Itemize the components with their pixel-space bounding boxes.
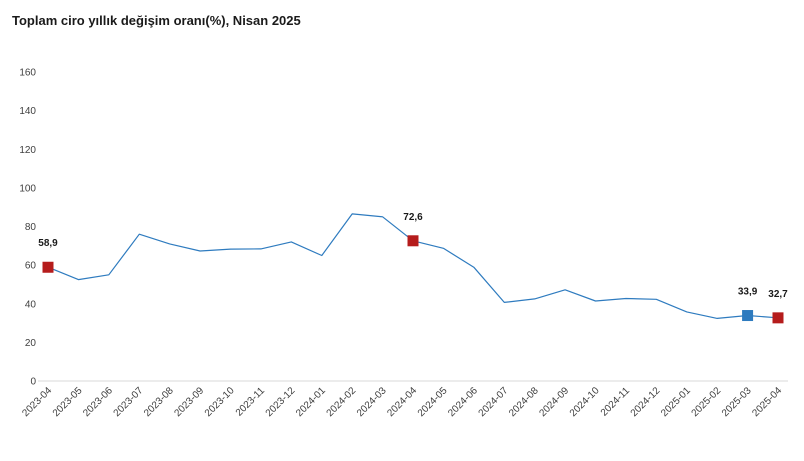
x-tick-label: 2023-06: [81, 385, 115, 419]
x-tick-label: 2024-11: [599, 385, 633, 419]
y-tick-label: 0: [30, 377, 36, 388]
data-point-marker: [772, 312, 784, 324]
x-tick-label: 2025-03: [720, 385, 754, 419]
x-tick-label: 2024-07: [477, 385, 511, 419]
data-point-marker: [742, 310, 754, 322]
x-tick-label: 2025-04: [750, 385, 784, 419]
series-layer: [47, 213, 779, 319]
y-tick-label: 160: [19, 68, 36, 79]
x-axis: 2023-042023-052023-062023-072023-082023-…: [20, 380, 788, 419]
x-tick-label: 2024-01: [294, 385, 328, 419]
x-tick-label: 2024-09: [537, 385, 571, 419]
data-label: 58,9: [38, 238, 58, 249]
x-tick-label: 2024-10: [568, 385, 602, 419]
x-tick-label: 2024-08: [507, 385, 541, 419]
data-label: 32,7: [768, 289, 788, 300]
x-tick-label: 2024-12: [629, 385, 663, 419]
x-tick-label: 2024-05: [416, 385, 450, 419]
data-label: 72,6: [403, 212, 423, 223]
x-tick-label: 2024-02: [325, 385, 359, 419]
x-tick-label: 2023-12: [264, 385, 298, 419]
x-tick-label: 2023-04: [20, 385, 54, 419]
x-tick-label: 2023-05: [51, 385, 85, 419]
data-label: 33,9: [738, 287, 758, 298]
x-tick-label: 2025-01: [659, 385, 693, 419]
chart-title: Toplam ciro yıllık değişim oranı(%), Nis…: [12, 13, 301, 28]
series-line: [47, 213, 779, 319]
x-tick-label: 2024-03: [355, 385, 389, 419]
y-tick-label: 60: [25, 261, 37, 272]
y-tick-label: 100: [19, 183, 36, 194]
x-tick-label: 2023-11: [234, 385, 268, 419]
y-tick-label: 140: [19, 106, 36, 117]
x-tick-label: 2023-09: [172, 385, 206, 419]
x-tick-label: 2023-07: [112, 385, 146, 419]
x-tick-label: 2024-06: [446, 385, 480, 419]
y-tick-label: 120: [19, 145, 36, 156]
y-tick-label: 80: [25, 222, 37, 233]
x-tick-label: 2024-04: [385, 385, 419, 419]
x-tick-label: 2023-10: [203, 385, 237, 419]
x-tick-label: 2025-02: [690, 385, 724, 419]
x-tick-label: 2023-08: [142, 385, 176, 419]
marker-layer: 58,9 72,6 33,9 32,7: [38, 212, 788, 324]
data-point-marker: [42, 261, 54, 273]
y-axis: 0 20 40 60 80 100 120 140 160: [19, 68, 36, 388]
data-point-marker: [407, 235, 419, 247]
y-tick-label: 20: [25, 338, 37, 349]
y-tick-label: 40: [25, 299, 37, 310]
